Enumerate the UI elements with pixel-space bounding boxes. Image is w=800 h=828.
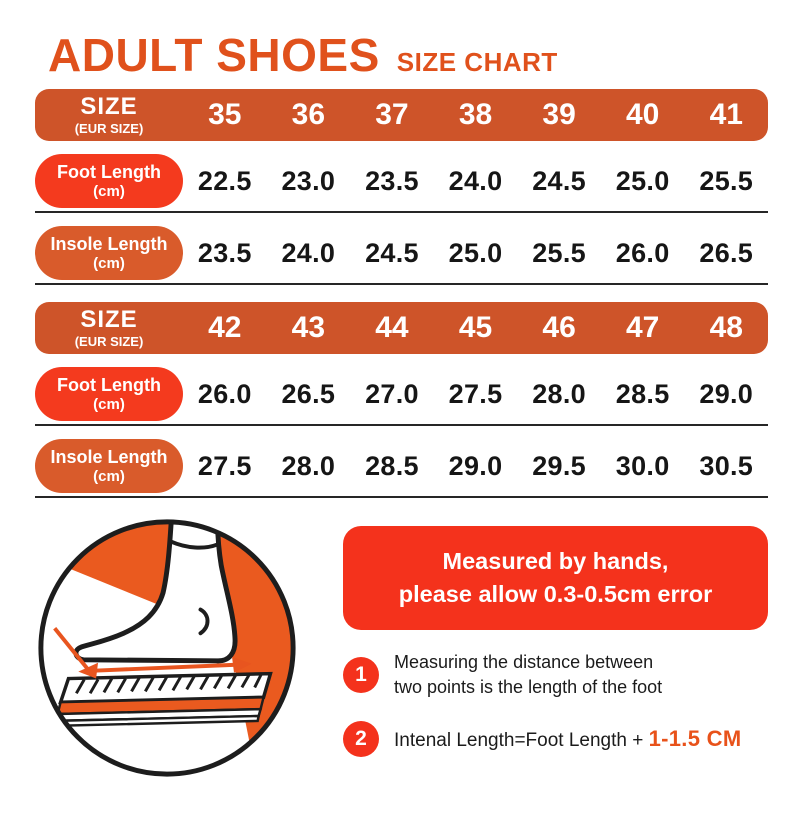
value-cell: 26.0 [197,378,252,409]
size-col-header: 42 [208,311,242,344]
note-2-number-badge: 2 [343,721,379,758]
foot-length-label-pill: Foot Length (cm) [35,367,183,421]
value-cell: 22.5 [197,165,252,196]
size-label: SIZE [80,93,138,120]
value-cell: 24.5 [365,237,419,268]
insole-length-label-pill: Insole Length (cm) [35,439,183,493]
size-col-header: 40 [625,98,660,131]
value-cell: 29.5 [532,450,586,481]
value-cell: 28.0 [281,450,336,481]
value-cell: 26.0 [615,237,670,268]
size-col-header: 46 [542,311,576,344]
value-cell: 28.5 [365,450,419,481]
value-cell: 25.5 [699,165,754,196]
foot-length-row: Foot Length (cm) 26.0 26.5 27.0 27.5 28.… [35,354,768,426]
value-cell: 25.0 [448,237,503,268]
value-cell: 27.0 [365,378,419,409]
size-col-header: 48 [709,311,743,344]
size-table-1: SIZE (EUR SIZE) 35 36 37 38 39 40 41 Foo… [35,89,768,285]
size-col-header: 47 [625,311,660,344]
value-cell: 27.5 [197,450,252,481]
value-cell: 23.5 [197,237,252,268]
size-chart-page: ADULT SHOES SIZE CHART SIZE (EUR SIZE) 3… [0,28,800,828]
value-cell: 28.5 [615,378,670,409]
title-sub: SIZE CHART [396,47,558,77]
value-cell: 24.0 [281,237,336,268]
size-corner-label: SIZE (EUR SIZE) [35,93,183,136]
note-1: 1 Measuring the distance between two poi… [343,650,768,700]
note-2-highlight: 1-1.5 CM [648,726,742,752]
value-cell: 23.0 [281,165,336,196]
insole-length-row: Insole Length (cm) 27.5 28.0 28.5 29.0 2… [35,426,768,498]
size-header-row-2: SIZE (EUR SIZE) 42 43 44 45 46 47 48 [35,302,768,354]
value-cell: 30.5 [699,450,754,481]
insole-length-row: Insole Length (cm) 23.5 24.0 24.5 25.0 2… [35,213,768,285]
size-col-header: 41 [709,98,743,131]
value-cell: 25.5 [532,237,586,268]
value-cell: 29.0 [699,378,754,409]
eur-size-label: (EUR SIZE) [74,334,144,349]
value-cell: 27.5 [448,378,503,409]
title-main: ADULT SHOES [48,29,380,81]
value-cell: 30.0 [615,450,670,481]
value-cell: 26.5 [281,378,336,409]
measurement-section: Measured by hands, please allow 0.3-0.5c… [33,514,768,782]
value-cell: 24.0 [448,165,503,196]
size-col-header: 38 [458,98,493,131]
insole-length-label-pill: Insole Length (cm) [35,226,183,280]
value-cell: 28.0 [532,378,586,409]
size-col-header: 36 [291,98,326,131]
value-cell: 25.0 [615,165,670,196]
foot-length-row: Foot Length (cm) 22.5 23.0 23.5 24.0 24.… [35,141,768,213]
foot-length-label-pill: Foot Length (cm) [35,154,183,208]
notice-line-1: Measured by hands, [442,548,669,574]
value-cell: 23.5 [365,165,419,196]
foot-measurement-diagram-icon [38,519,296,777]
page-title: ADULT SHOES SIZE CHART [48,28,800,82]
value-cell: 24.5 [532,165,586,196]
size-header-row-1: SIZE (EUR SIZE) 35 36 37 38 39 40 41 [35,89,768,141]
size-col-header: 37 [375,98,409,131]
measurement-notice: Measured by hands, please allow 0.3-0.5c… [343,526,768,630]
note-1-number-badge: 1 [343,656,379,693]
eur-size-label: (EUR SIZE) [74,121,144,136]
note-2-text: Intenal Length=Foot Length + 1-1.5 CM [394,726,742,752]
size-col-header: 35 [208,98,242,131]
size-corner-label: SIZE (EUR SIZE) [35,306,183,349]
size-col-header: 43 [291,311,326,344]
size-label: SIZE [80,306,138,333]
measurement-info-column: Measured by hands, please allow 0.3-0.5c… [343,514,768,782]
value-cell: 29.0 [448,450,503,481]
value-cell: 26.5 [699,237,754,268]
size-table-2: SIZE (EUR SIZE) 42 43 44 45 46 47 48 Foo… [35,302,768,498]
notice-line-2: please allow 0.3-0.5cm error [398,580,713,607]
note-2: 2 Intenal Length=Foot Length + 1-1.5 CM [343,721,768,758]
size-col-header: 44 [375,311,409,344]
size-col-header: 39 [542,98,576,131]
size-col-header: 45 [458,311,493,344]
note-1-text: Measuring the distance between two point… [394,651,663,697]
